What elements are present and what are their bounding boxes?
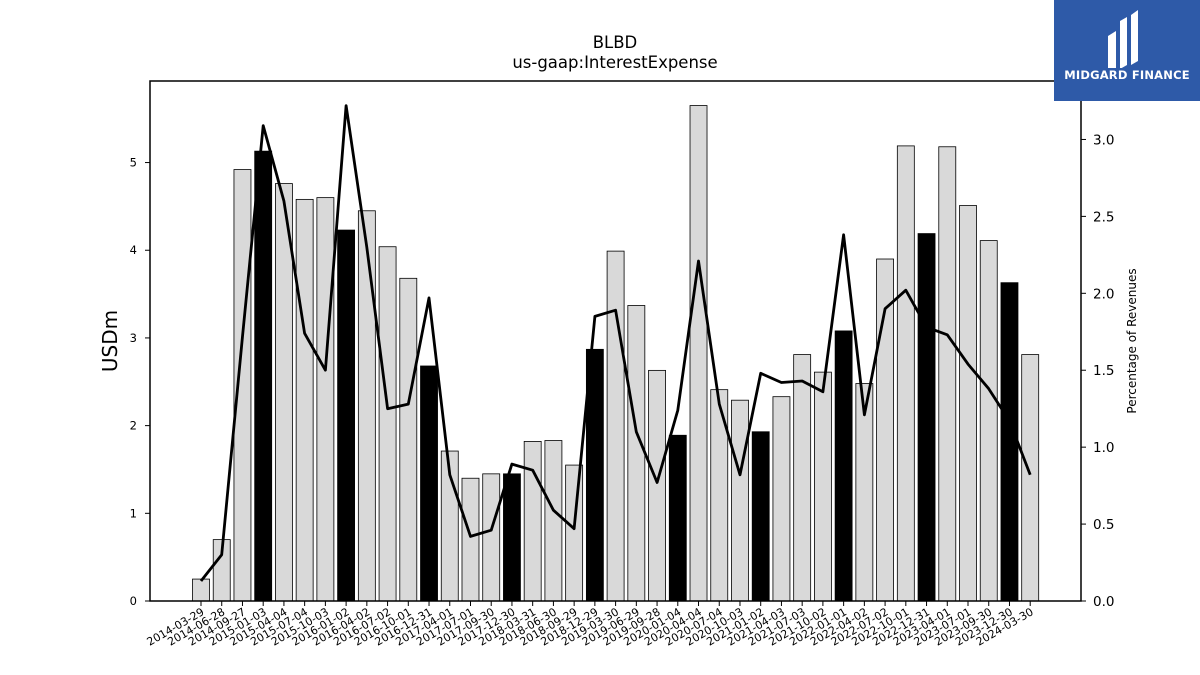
y-tick-label: 2: [130, 419, 137, 433]
midgard-finance-logo: MIDGARD FINANCE: [1054, 0, 1200, 101]
chart-subtitle: us-gaap:InterestExpense: [512, 53, 717, 72]
axes-group: 0123450.00.51.01.52.02.53.02014-03-29201…: [130, 132, 1115, 648]
line-layer: [199, 104, 1032, 582]
bar: [772, 396, 791, 602]
bar: [337, 229, 356, 602]
bar: [420, 365, 438, 602]
bar: [523, 441, 542, 602]
bar: [1021, 354, 1040, 602]
chart-title: BLBD: [593, 33, 638, 52]
bar: [731, 399, 749, 602]
bar: [896, 145, 915, 602]
bar: [917, 233, 936, 602]
bar: [606, 250, 625, 602]
y-tick-label: 3: [130, 331, 137, 345]
bar: [648, 369, 666, 602]
y-tick-label: 5: [130, 156, 137, 170]
y-axis-label: USDm: [98, 310, 122, 372]
y-tick-label: 0: [130, 594, 137, 608]
y2-tick-label: 2.5: [1093, 209, 1114, 225]
bar: [461, 477, 480, 602]
y-tick-label: 4: [130, 243, 137, 257]
bar: [814, 371, 832, 602]
bar: [1000, 282, 1019, 602]
bar: [399, 277, 418, 602]
logo-text: MIDGARD FINANCE: [1064, 68, 1190, 82]
bar: [544, 440, 563, 602]
bar: [192, 578, 210, 602]
bar: [689, 105, 708, 602]
bar: [316, 197, 335, 602]
bar: [357, 210, 376, 602]
bar: [793, 354, 812, 602]
bars-group: [192, 105, 1040, 602]
y2-axis-label: Percentage of Revenues: [1125, 268, 1139, 413]
y2-tick-label: 1.5: [1093, 363, 1114, 379]
bar: [959, 205, 977, 602]
bar: [482, 473, 501, 602]
bar: [503, 473, 521, 602]
bar: [254, 150, 273, 602]
y2-tick-label: 2.0: [1093, 286, 1114, 302]
bar: [627, 305, 646, 602]
bar: [979, 240, 998, 602]
bar: [938, 146, 957, 602]
series-line: [199, 104, 1032, 582]
y2-tick-label: 1.0: [1093, 440, 1114, 456]
bar: [668, 434, 687, 602]
y2-tick-label: 0.0: [1093, 594, 1114, 610]
bar: [295, 198, 314, 602]
bar: [565, 464, 584, 602]
y2-tick-label: 0.5: [1093, 517, 1114, 533]
y2-tick-label: 3.0: [1093, 132, 1114, 148]
bar: [378, 246, 397, 602]
bar: [834, 330, 853, 602]
bar: [751, 431, 770, 602]
y-tick-label: 1: [130, 506, 137, 520]
brand-mark-icon: [1108, 10, 1138, 68]
